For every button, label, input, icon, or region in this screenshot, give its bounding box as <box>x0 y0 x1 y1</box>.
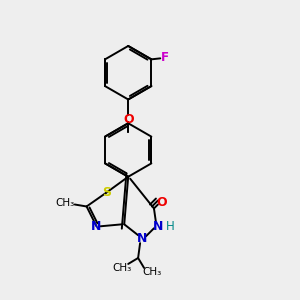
Text: O: O <box>157 196 167 209</box>
Text: H: H <box>165 220 174 233</box>
Text: CH₃: CH₃ <box>112 263 132 273</box>
Text: CH₃: CH₃ <box>142 267 162 277</box>
Text: N: N <box>137 232 147 245</box>
Text: F: F <box>161 51 169 64</box>
Text: N: N <box>153 220 163 233</box>
Text: N: N <box>91 220 102 233</box>
Text: CH₃: CH₃ <box>55 197 74 208</box>
Text: S: S <box>102 186 111 199</box>
Text: O: O <box>123 113 134 126</box>
